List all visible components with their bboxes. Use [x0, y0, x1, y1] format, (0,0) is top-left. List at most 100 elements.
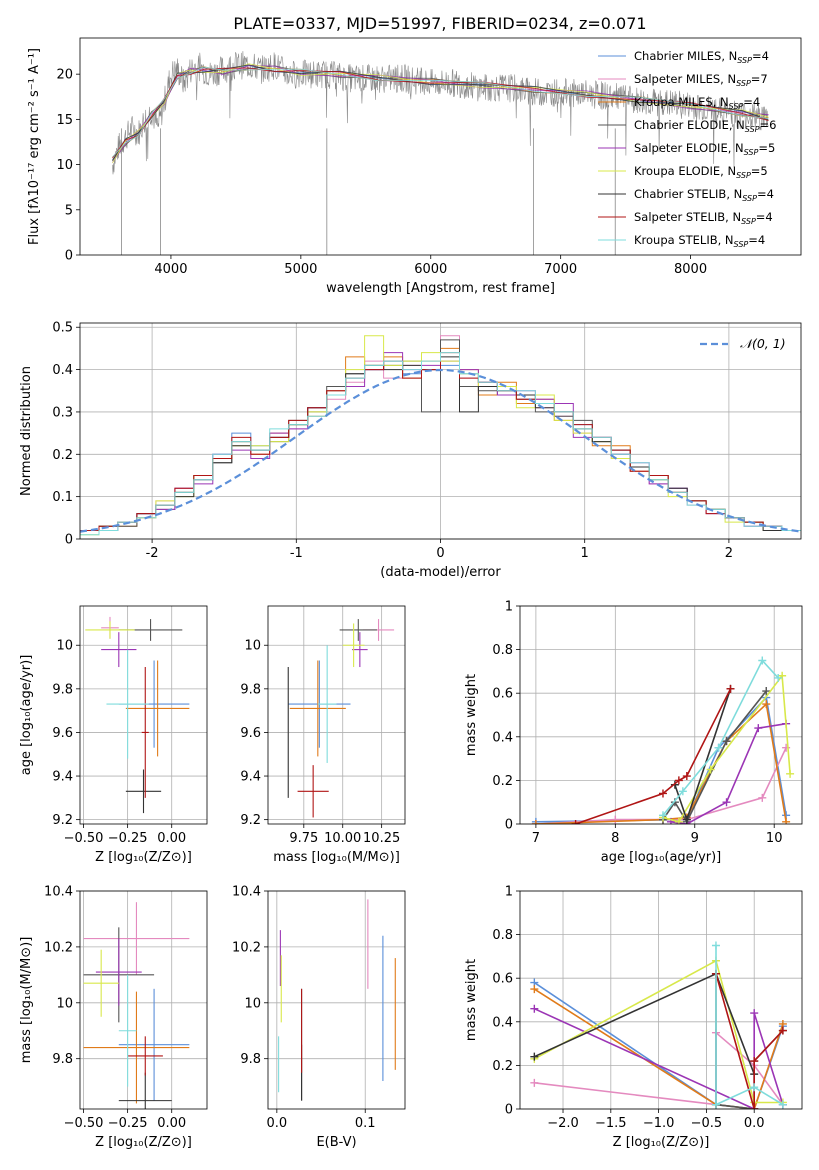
tick-label-y: 9.6: [52, 726, 73, 741]
series-marker: [750, 1105, 759, 1109]
legend-spectrum: Chabrier MILES, NSSP=4 Salpeter MILES, NS…: [598, 49, 776, 249]
tick-label-x: 7000: [544, 262, 577, 277]
legend-label: Chabrier ELODIE, NSSP=6: [634, 118, 776, 134]
plot-area-weight_vs_Z: [530, 941, 787, 1109]
plot-area-age_vs_Z: [85, 616, 190, 814]
tick-label-x: 8000: [674, 262, 707, 277]
series-marker: [531, 820, 540, 824]
tick-label-x: 0.0: [744, 1116, 765, 1131]
tick-label-y: 9.4: [52, 770, 73, 785]
axes-frame: [267, 605, 406, 825]
axes-spectrum: 4000 5000 6000 7000 8000 0 5 10 15 20 wavelength […: [27, 37, 802, 296]
series-marker: [758, 656, 767, 665]
tick-label-x: 9.75: [289, 831, 318, 846]
series-marker: [711, 941, 720, 950]
axes-frame: [267, 890, 406, 1110]
axis-label-x: Z [log₁₀(Z/Z⊙)]: [95, 850, 192, 865]
legend-label: Salpeter STELIB, NSSP=4: [634, 210, 773, 226]
series-line: [535, 747, 787, 824]
legend-label: Kroupa MILES, NSSP=4: [634, 95, 760, 111]
tick-label-y: 10.4: [44, 885, 73, 900]
series-marker: [658, 811, 667, 820]
tick-label-y: 15: [56, 113, 73, 128]
tick-label-y: 5: [65, 203, 73, 218]
series-marker: [778, 1026, 787, 1035]
tick-label-y: 10: [56, 639, 73, 654]
tick-label-y: 9.8: [240, 1052, 261, 1067]
series-marker: [726, 684, 735, 693]
tick-label-y: 0: [65, 249, 73, 264]
axis-label-y: Normed distribution: [19, 366, 34, 496]
axes-frame: [79, 37, 802, 256]
tick-label-x: −1.5: [595, 1116, 627, 1131]
tick-label-x: 0.00: [157, 1116, 186, 1131]
series-marker: [714, 743, 723, 752]
tick-label-x: −0.50: [64, 1116, 104, 1131]
series-marker: [682, 772, 691, 781]
tick-label-y: 0.4: [492, 730, 513, 745]
axes-residuals: -2 -1 0 1 2 0 0.1 0.2 0.3 0.4 0.5 (data-model)/erro…: [19, 321, 802, 580]
tick-label-x: 5000: [284, 262, 317, 277]
axis-label-y: mass weight: [464, 674, 479, 756]
tick-label-x: 1: [581, 546, 589, 561]
tick-label-y: 9.4: [240, 770, 261, 785]
series-marker: [762, 687, 771, 696]
series-marker: [571, 820, 580, 824]
axes-frame: [79, 322, 802, 540]
tick-label-y: 9.2: [240, 813, 261, 828]
legend-label: 𝒩(0, 1): [740, 336, 786, 351]
axes-frame: [519, 605, 803, 825]
axis-label-x: (data-model)/error: [380, 565, 501, 580]
axis-label-x: mass [log₁₀(M/M⊙)]: [273, 850, 400, 865]
axis-label-y: Flux [fλ10⁻¹⁷ erg cm⁻² s⁻¹ A⁻¹]: [27, 48, 42, 245]
series-marker: [670, 798, 679, 807]
series-marker: [762, 700, 771, 709]
series-marker: [750, 1083, 759, 1092]
plot-area-mass_vs_Z: [83, 902, 190, 1109]
series-line: [535, 702, 787, 824]
axes-age_vs_Z: −0.50 −0.25 0.00 9.2 9.4 9.6 9.8 10 Z [log₁₀(Z/Z…: [19, 605, 208, 865]
axis-label-x: Z [log₁₀(Z/Z⊙)]: [95, 1135, 192, 1150]
axes-weight_vs_Z: −2.0 −1.5 −1.0 −0.5 0.0 0 0.2 0.4 0.6 0.8 1 Z [log₁…: [464, 885, 803, 1150]
plot-area-weight_vs_age: [531, 656, 795, 824]
tick-label-x: −0.5: [691, 1116, 723, 1131]
series-marker: [678, 787, 687, 796]
axes-frame: [79, 605, 208, 825]
tick-label-y: 0.4: [492, 1015, 513, 1030]
tick-label-y: 0.8: [492, 643, 513, 658]
series-marker: [530, 1004, 539, 1013]
tick-label-y: 9.6: [240, 726, 261, 741]
axis-label-x: Z [log₁₀(Z/Z⊙)]: [613, 1135, 710, 1150]
normal-curve: [80, 368, 801, 533]
tick-label-x: 10.00: [324, 831, 361, 846]
model-line: [112, 67, 769, 159]
axis-label-x: age [log₁₀(age/yr)]: [601, 850, 722, 865]
tick-label-x: -1: [290, 546, 303, 561]
tick-label-y: 0.6: [492, 972, 513, 987]
plot-area-spectrum: [112, 51, 769, 255]
tick-label-y: 10: [56, 996, 73, 1011]
series-marker: [670, 780, 679, 789]
series-marker: [530, 1078, 539, 1087]
series-line: [535, 695, 787, 823]
tick-label-y: 0.2: [492, 1059, 513, 1074]
series-marker: [750, 1009, 759, 1018]
legend-label: Kroupa STELIB, NSSP=4: [634, 233, 765, 249]
tick-label-x: −0.25: [108, 1116, 148, 1131]
tick-label-x: −0.25: [108, 831, 148, 846]
tick-label-y: 20: [56, 68, 73, 83]
model-line: [112, 66, 769, 158]
tick-label-y: 0.6: [492, 687, 513, 702]
series-marker: [674, 817, 683, 824]
series-marker: [706, 765, 715, 774]
tick-label-y: 10: [56, 158, 73, 173]
tick-label-y: 0.2: [492, 774, 513, 789]
series-marker: [774, 673, 783, 682]
axis-label-x: wavelength [Angstrom, rest frame]: [326, 281, 555, 296]
tick-label-y: 0.4: [52, 363, 73, 378]
tick-label-x: 2: [725, 546, 733, 561]
tick-label-x: 0: [436, 546, 444, 561]
tick-label-x: −1.0: [643, 1116, 675, 1131]
series-marker: [722, 798, 731, 807]
series-marker: [530, 1052, 539, 1061]
